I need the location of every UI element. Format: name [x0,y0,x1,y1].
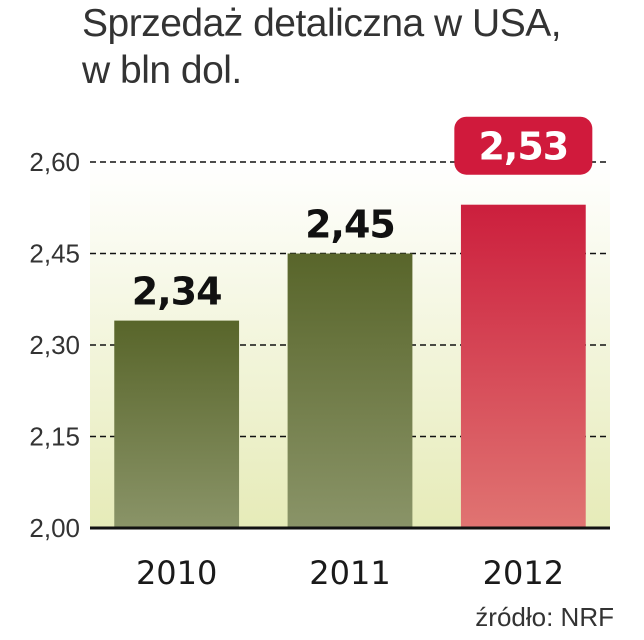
chart-title-line-1: Sprzedaż detaliczna w USA, [82,2,562,45]
bar-2011 [287,253,413,528]
bar-2012 [460,204,586,528]
value-labels: 2,34 2,45 2,53 [132,116,593,314]
value-label: 2,34 [132,270,222,314]
y-axis-tick-labels: 2,00 2,15 2,30 2,45 2,60 [29,147,80,543]
bar-2010 [114,320,240,528]
bars [114,204,586,528]
chart-title: Sprzedaż detaliczna w USA, w bln dol. [82,0,562,94]
y-tick-label: 2,15 [29,422,80,452]
y-tick-label: 2,00 [29,513,80,543]
x-axis-tick-labels: 2010 2011 2012 [136,554,564,592]
x-tick-label: 2011 [309,554,390,592]
x-tick-label: 2010 [136,554,217,592]
value-badge [454,116,593,175]
chart-title-line-2: w bln dol. [82,49,242,92]
y-tick-label: 2,30 [29,330,80,360]
value-label: 2,53 [478,125,568,169]
source-note: źródło: NRF [475,602,614,632]
y-tick-label: 2,60 [29,147,80,177]
value-label: 2,45 [305,203,395,247]
y-tick-label: 2,45 [29,239,80,269]
x-tick-label: 2012 [483,554,564,592]
